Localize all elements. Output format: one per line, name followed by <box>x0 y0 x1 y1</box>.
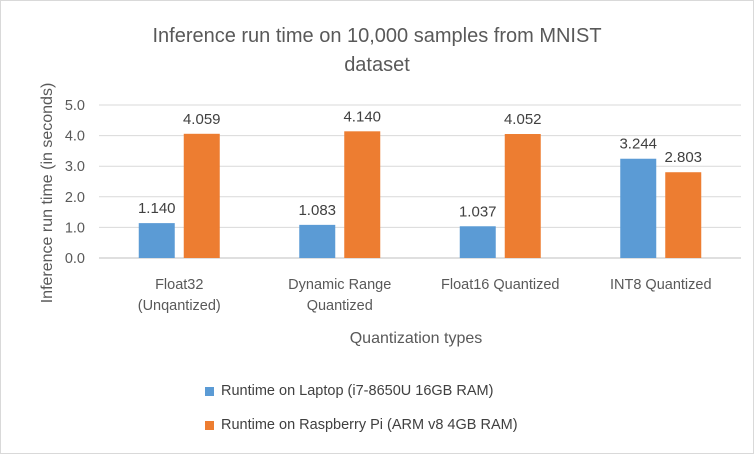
bar-raspberry-pi <box>665 172 702 258</box>
x-tick-label: Float16 Quantized <box>441 277 560 293</box>
bar-raspberry-pi <box>504 134 541 258</box>
legend-swatch-laptop <box>205 386 214 396</box>
y-axis-title: Inference run time (in seconds) <box>39 83 56 304</box>
bar-laptop <box>459 226 496 258</box>
bar-raspberry-pi <box>183 133 220 258</box>
y-tick-label: 5.0 <box>65 98 85 114</box>
y-tick-label: 3.0 <box>65 159 85 175</box>
x-tick-label: (Unqantized) <box>138 298 221 314</box>
data-label: 1.083 <box>298 202 336 219</box>
x-tick-label: Quantized <box>307 298 373 314</box>
x-tick-label: INT8 Quantized <box>610 277 712 293</box>
data-label: 3.244 <box>619 136 657 153</box>
bar-laptop <box>620 158 657 258</box>
y-tick-label: 2.0 <box>65 190 85 206</box>
x-tick-label: Dynamic Range <box>288 277 391 293</box>
y-tick-label: 0.0 <box>65 251 85 267</box>
x-tick-label: Float32 <box>155 277 203 293</box>
bar-laptop <box>299 224 336 258</box>
data-label: 1.140 <box>138 200 176 217</box>
data-label: 2.803 <box>664 149 702 166</box>
data-label: 4.052 <box>504 111 542 128</box>
data-label: 4.059 <box>183 111 221 128</box>
chart-title-line: dataset <box>344 54 410 76</box>
bar-raspberry-pi <box>344 131 381 258</box>
data-label: 1.037 <box>459 203 497 220</box>
legend-label-raspberry-pi: Runtime on Raspberry Pi (ARM v8 4GB RAM) <box>221 417 518 433</box>
x-axis-title: Quantization types <box>350 330 483 347</box>
chart-title-line: Inference run time on 10,000 samples fro… <box>152 25 601 47</box>
legend-item-raspberry-pi: Runtime on Raspberry Pi (ARM v8 4GB RAM) <box>205 415 518 435</box>
legend-label-laptop: Runtime on Laptop (i7-8650U 16GB RAM) <box>221 383 494 399</box>
legend-swatch-raspberry-pi <box>205 420 214 430</box>
y-tick-label: 4.0 <box>65 129 85 145</box>
bar-laptop <box>138 223 175 258</box>
legend-item-laptop: Runtime on Laptop (i7-8650U 16GB RAM) <box>205 381 493 401</box>
y-tick-label: 1.0 <box>65 220 85 236</box>
data-label: 4.140 <box>343 108 381 125</box>
